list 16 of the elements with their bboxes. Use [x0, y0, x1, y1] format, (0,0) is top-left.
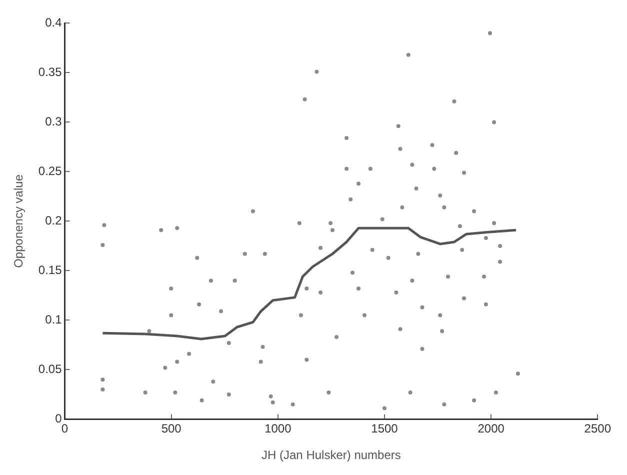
y-tick-label: 0.25 [38, 164, 62, 178]
x-tick-label: 2000 [478, 422, 505, 436]
x-tick-label: 500 [161, 422, 182, 436]
y-tick-label: 0.4 [45, 16, 62, 30]
y-tick-label: 0.3 [45, 114, 62, 129]
y-tick-label: 0 [55, 412, 62, 426]
y-axis-title: Opponency value [12, 174, 26, 268]
y-tick-label: 0.35 [38, 65, 62, 80]
y-tick-label: 0.05 [38, 362, 62, 376]
y-tick-label: 0.2 [45, 214, 62, 228]
y-tick-label: 0.1 [45, 312, 62, 327]
x-axis-title: JH (Jan Hulsker) numbers [262, 448, 401, 462]
x-tick-label: 1000 [264, 422, 292, 436]
x-tick-label: 2500 [584, 422, 612, 436]
y-tick-label: 0.15 [38, 263, 62, 278]
x-tick-label: 1500 [371, 422, 398, 436]
